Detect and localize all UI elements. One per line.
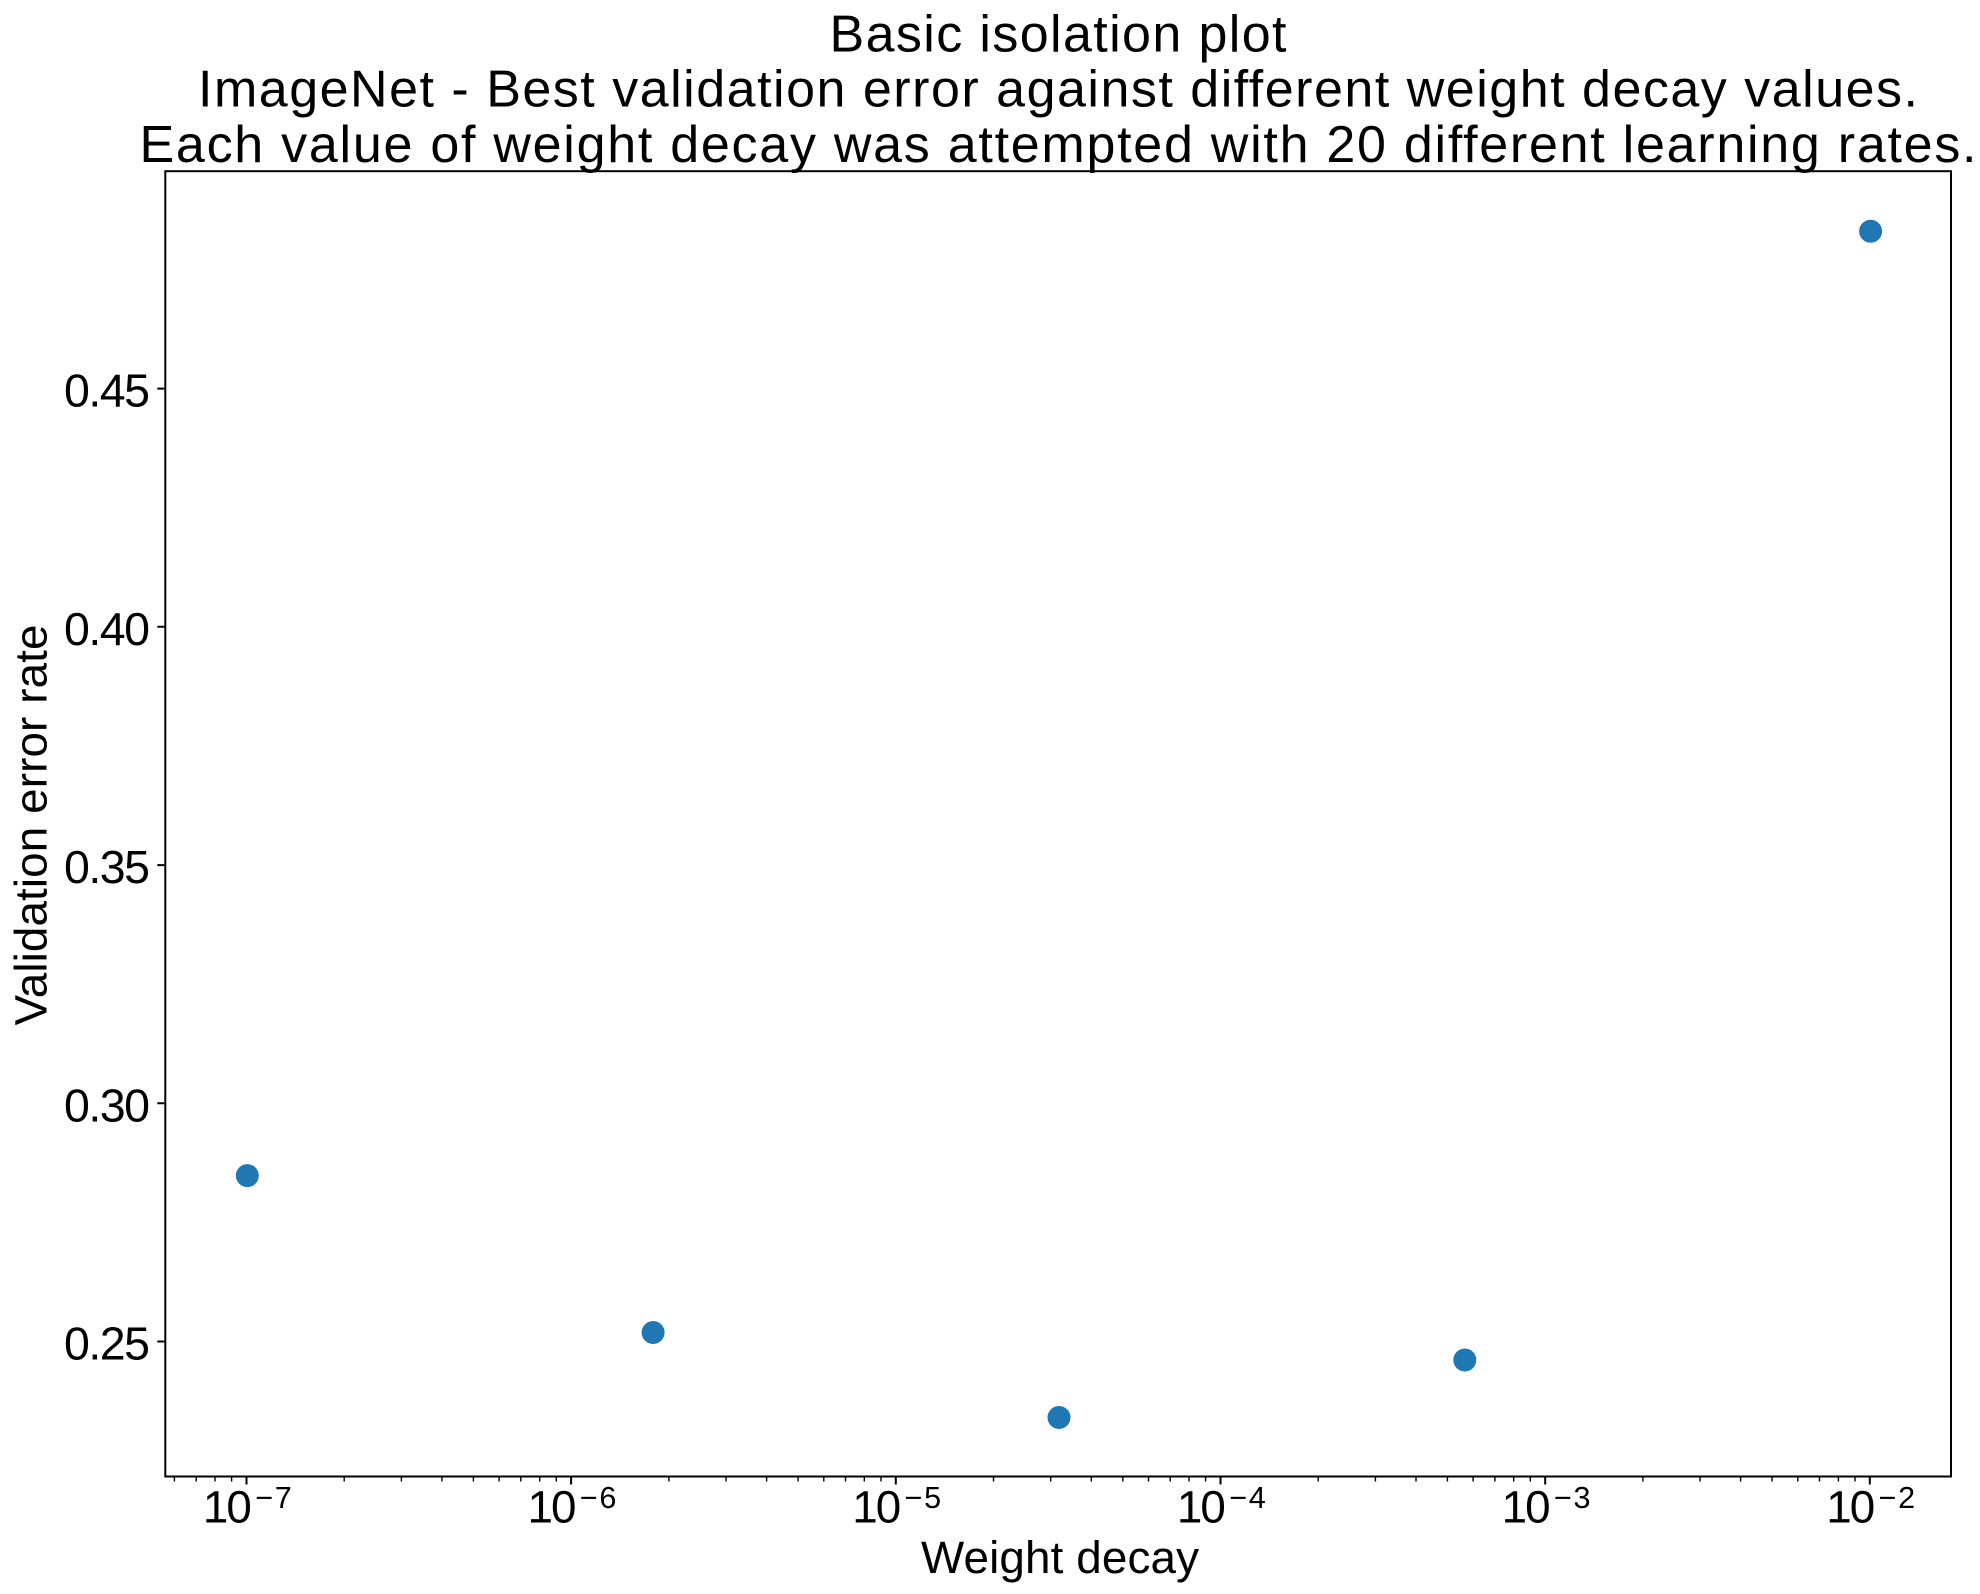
svg-text:Validation error rate: Validation error rate xyxy=(6,625,57,1026)
svg-text:0.45: 0.45 xyxy=(64,365,150,417)
svg-text:10: 10 xyxy=(1502,1482,1551,1533)
svg-text:ImageNet - Best validation err: ImageNet - Best validation error against… xyxy=(198,61,1918,119)
svg-text:10: 10 xyxy=(852,1482,901,1533)
svg-text:10: 10 xyxy=(203,1482,252,1533)
svg-text:0.40: 0.40 xyxy=(64,603,150,655)
svg-text:0.30: 0.30 xyxy=(64,1079,150,1131)
svg-text:10: 10 xyxy=(1177,1482,1226,1533)
svg-text:0.35: 0.35 xyxy=(64,841,150,893)
svg-text:Basic isolation plot: Basic isolation plot xyxy=(830,6,1288,64)
svg-text:Weight decay: Weight decay xyxy=(921,1532,1199,1583)
svg-text:0.25: 0.25 xyxy=(64,1318,150,1370)
svg-text:10: 10 xyxy=(528,1482,577,1533)
svg-text:10: 10 xyxy=(1826,1482,1875,1533)
svg-text:Each value of weight decay was: Each value of weight decay was attempted… xyxy=(140,116,1977,174)
